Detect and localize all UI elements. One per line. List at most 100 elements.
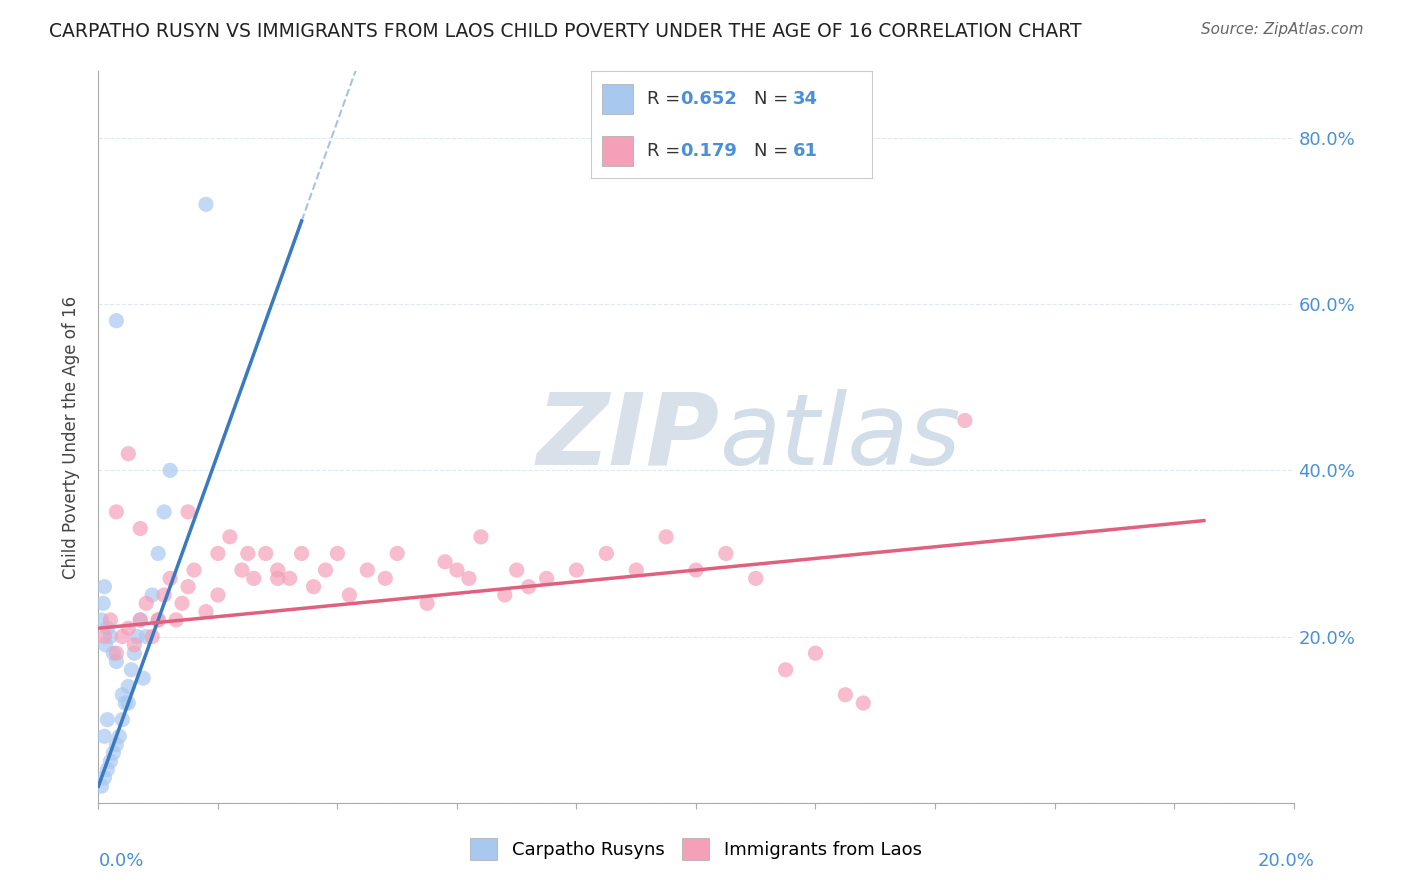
Point bbox=[356, 563, 378, 577]
Text: 0.652: 0.652 bbox=[681, 90, 737, 108]
Text: N =: N = bbox=[754, 90, 793, 108]
Text: R =: R = bbox=[647, 90, 686, 108]
Point bbox=[103, 646, 125, 660]
Text: 61: 61 bbox=[793, 142, 818, 160]
Point bbox=[172, 596, 194, 610]
Point bbox=[745, 571, 768, 585]
Point bbox=[183, 563, 205, 577]
Point bbox=[105, 655, 128, 669]
Point bbox=[124, 638, 146, 652]
Point bbox=[446, 563, 468, 577]
Point bbox=[96, 713, 118, 727]
Point bbox=[148, 546, 170, 560]
Point bbox=[117, 621, 139, 635]
Point bbox=[105, 505, 128, 519]
Point bbox=[98, 630, 122, 644]
Point bbox=[267, 571, 290, 585]
Point bbox=[105, 314, 128, 328]
Point bbox=[159, 463, 181, 477]
Point bbox=[626, 563, 648, 577]
Point bbox=[207, 546, 229, 560]
Point bbox=[278, 571, 301, 585]
Point bbox=[94, 638, 117, 652]
Point bbox=[120, 663, 142, 677]
Point bbox=[105, 738, 128, 752]
Point bbox=[93, 580, 115, 594]
Point bbox=[111, 630, 134, 644]
Text: ZIP: ZIP bbox=[537, 389, 720, 485]
Point bbox=[434, 555, 457, 569]
Point bbox=[243, 571, 266, 585]
Point bbox=[148, 613, 170, 627]
Point bbox=[385, 546, 409, 560]
Point bbox=[339, 588, 361, 602]
Point bbox=[132, 671, 155, 685]
Point bbox=[96, 763, 118, 777]
Point bbox=[90, 613, 112, 627]
Legend: Carpatho Rusyns, Immigrants from Laos: Carpatho Rusyns, Immigrants from Laos bbox=[463, 830, 929, 867]
Point bbox=[111, 713, 134, 727]
Point bbox=[114, 696, 136, 710]
Point bbox=[315, 563, 337, 577]
Point bbox=[177, 580, 200, 594]
Point bbox=[93, 630, 115, 644]
Point bbox=[655, 530, 678, 544]
Point bbox=[141, 630, 163, 644]
Point bbox=[117, 447, 139, 461]
Point bbox=[804, 646, 827, 660]
Point bbox=[111, 688, 134, 702]
Point bbox=[153, 505, 176, 519]
Point bbox=[98, 613, 122, 627]
Point bbox=[195, 605, 218, 619]
Point bbox=[207, 588, 229, 602]
Point bbox=[565, 563, 588, 577]
Point bbox=[852, 696, 875, 710]
Text: Source: ZipAtlas.com: Source: ZipAtlas.com bbox=[1201, 22, 1364, 37]
Text: R =: R = bbox=[647, 142, 686, 160]
Point bbox=[374, 571, 396, 585]
Point bbox=[124, 646, 146, 660]
Point bbox=[302, 580, 325, 594]
Point bbox=[195, 197, 218, 211]
Point bbox=[153, 588, 176, 602]
Point bbox=[177, 505, 200, 519]
Point bbox=[117, 680, 139, 694]
Text: 0.179: 0.179 bbox=[681, 142, 737, 160]
Point bbox=[291, 546, 314, 560]
Point bbox=[219, 530, 242, 544]
Point bbox=[129, 613, 152, 627]
Point bbox=[93, 771, 115, 785]
Point bbox=[834, 688, 856, 702]
Point bbox=[129, 521, 152, 535]
Point bbox=[96, 621, 118, 635]
Point bbox=[105, 646, 128, 660]
Point bbox=[159, 571, 181, 585]
Point bbox=[714, 546, 737, 560]
Point bbox=[470, 530, 492, 544]
Point bbox=[135, 596, 157, 610]
Point bbox=[108, 729, 131, 743]
Point bbox=[148, 613, 170, 627]
FancyBboxPatch shape bbox=[602, 136, 633, 166]
Point bbox=[517, 580, 540, 594]
Point bbox=[127, 630, 149, 644]
Point bbox=[93, 729, 115, 743]
Point bbox=[536, 571, 558, 585]
Point bbox=[98, 754, 122, 768]
Point bbox=[595, 546, 617, 560]
Text: 34: 34 bbox=[793, 90, 818, 108]
Point bbox=[458, 571, 481, 585]
Y-axis label: Child Poverty Under the Age of 16: Child Poverty Under the Age of 16 bbox=[62, 295, 80, 579]
Point bbox=[506, 563, 529, 577]
Point bbox=[416, 596, 439, 610]
Point bbox=[103, 746, 125, 760]
Point bbox=[231, 563, 253, 577]
Point bbox=[267, 563, 290, 577]
Point bbox=[117, 696, 139, 710]
Point bbox=[775, 663, 797, 677]
Point bbox=[953, 413, 976, 427]
Text: 0.0%: 0.0% bbox=[98, 852, 143, 870]
Point bbox=[129, 613, 152, 627]
Point bbox=[685, 563, 707, 577]
Text: 20.0%: 20.0% bbox=[1258, 852, 1315, 870]
